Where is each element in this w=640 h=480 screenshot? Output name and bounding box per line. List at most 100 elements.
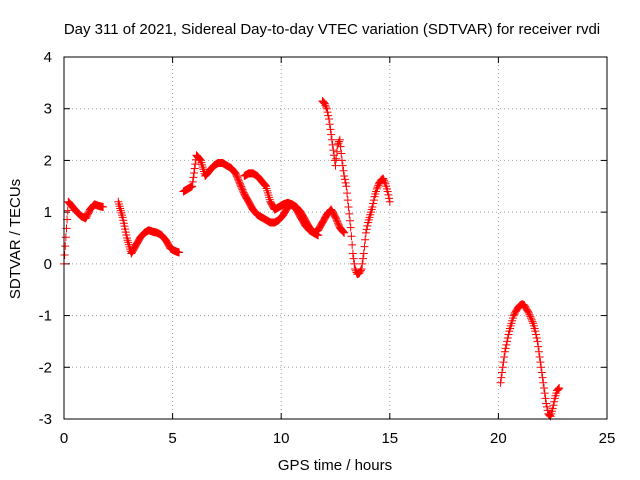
chart-title: Day 311 of 2021, Sidereal Day-to-day VTE… [64, 21, 600, 38]
y-tick-label: 4 [44, 49, 52, 66]
data-point [324, 115, 333, 124]
data-point [542, 399, 551, 408]
data-point [379, 174, 388, 183]
data-point [536, 358, 545, 367]
data-point [335, 135, 344, 144]
data-point [116, 204, 125, 213]
data-point [336, 142, 345, 151]
data-point [503, 337, 512, 346]
data-point [356, 266, 365, 275]
data-point [385, 197, 394, 206]
data-point [323, 108, 332, 117]
data-point [321, 101, 330, 110]
data-point [545, 411, 554, 420]
data-point [531, 327, 540, 336]
data-point [555, 383, 564, 392]
data-point [189, 173, 198, 182]
data-point [338, 161, 347, 170]
x-tick-label: 0 [60, 430, 68, 447]
series-seg6 [496, 300, 564, 421]
data-point [322, 104, 331, 113]
y-tick-label: 1 [44, 204, 52, 221]
data-point [264, 191, 273, 200]
data-point [324, 111, 333, 120]
data-point [339, 166, 348, 175]
x-tick-label: 15 [381, 430, 398, 447]
data-point [124, 238, 133, 247]
data-point [339, 228, 348, 237]
data-point [346, 223, 355, 232]
data-point [549, 401, 558, 410]
data-point [345, 209, 354, 218]
data-point [190, 164, 199, 173]
data-point [553, 385, 562, 394]
data-point [341, 178, 350, 187]
data-point [349, 254, 358, 263]
y-tick-label: -1 [39, 308, 52, 325]
data-point [537, 368, 546, 377]
data-point [340, 175, 349, 184]
data-point [383, 187, 392, 196]
data-point [540, 389, 549, 398]
data-point [330, 156, 339, 165]
data-point [329, 146, 338, 155]
data-point [263, 188, 272, 197]
data-point [532, 330, 541, 339]
data-point [537, 363, 546, 372]
data-point [334, 139, 343, 148]
data-point [344, 202, 353, 211]
y-tick-label: 3 [44, 101, 52, 118]
series-seg1 [60, 197, 108, 268]
data-point [343, 196, 352, 205]
data-point [540, 383, 549, 392]
data-point [369, 196, 378, 205]
data-point [327, 130, 336, 139]
data-point [358, 259, 367, 268]
data-point [331, 161, 340, 170]
plot-frame [63, 56, 608, 420]
data-point [343, 189, 352, 198]
data-point [498, 363, 507, 372]
data-point [260, 180, 269, 189]
data-point [368, 202, 377, 211]
data-point [497, 373, 506, 382]
data-point [548, 404, 557, 413]
axis-ticks: 0 5 10 15 20 25 -3 -2 -1 0 1 2 3 4 [39, 49, 616, 447]
data-point [535, 352, 544, 361]
data-point [554, 384, 563, 393]
data-point [114, 197, 123, 206]
data-point [501, 344, 510, 353]
data-point [116, 206, 125, 215]
data-point [322, 102, 331, 111]
y-axis-label: SDTVAR / TECUs [7, 179, 24, 299]
data-point [175, 248, 184, 257]
data-point [359, 249, 368, 258]
data-point [190, 168, 199, 177]
x-axis-label: GPS time / hours [278, 457, 392, 474]
y-tick-label: 2 [44, 152, 52, 169]
data-point [503, 333, 512, 342]
data-point [499, 358, 508, 367]
data-point [338, 227, 347, 236]
data-point [332, 147, 341, 156]
series-seg4 [240, 169, 349, 237]
data-point [362, 225, 371, 234]
data-point [61, 233, 70, 242]
data-point [532, 333, 541, 342]
data-point [369, 199, 378, 208]
y-tick-label: -2 [39, 359, 52, 376]
data-point [496, 378, 505, 387]
data-point [335, 137, 344, 146]
data-point [123, 236, 132, 245]
series-seg3 [179, 151, 323, 240]
data-point [117, 208, 126, 217]
series-seg5 [318, 96, 394, 279]
y-tick-label: 0 [44, 256, 52, 273]
data-point [500, 347, 509, 356]
data-point [337, 149, 346, 158]
data-point [528, 317, 537, 326]
data-point [384, 190, 393, 199]
data-point [359, 254, 368, 263]
data-points [60, 96, 564, 421]
